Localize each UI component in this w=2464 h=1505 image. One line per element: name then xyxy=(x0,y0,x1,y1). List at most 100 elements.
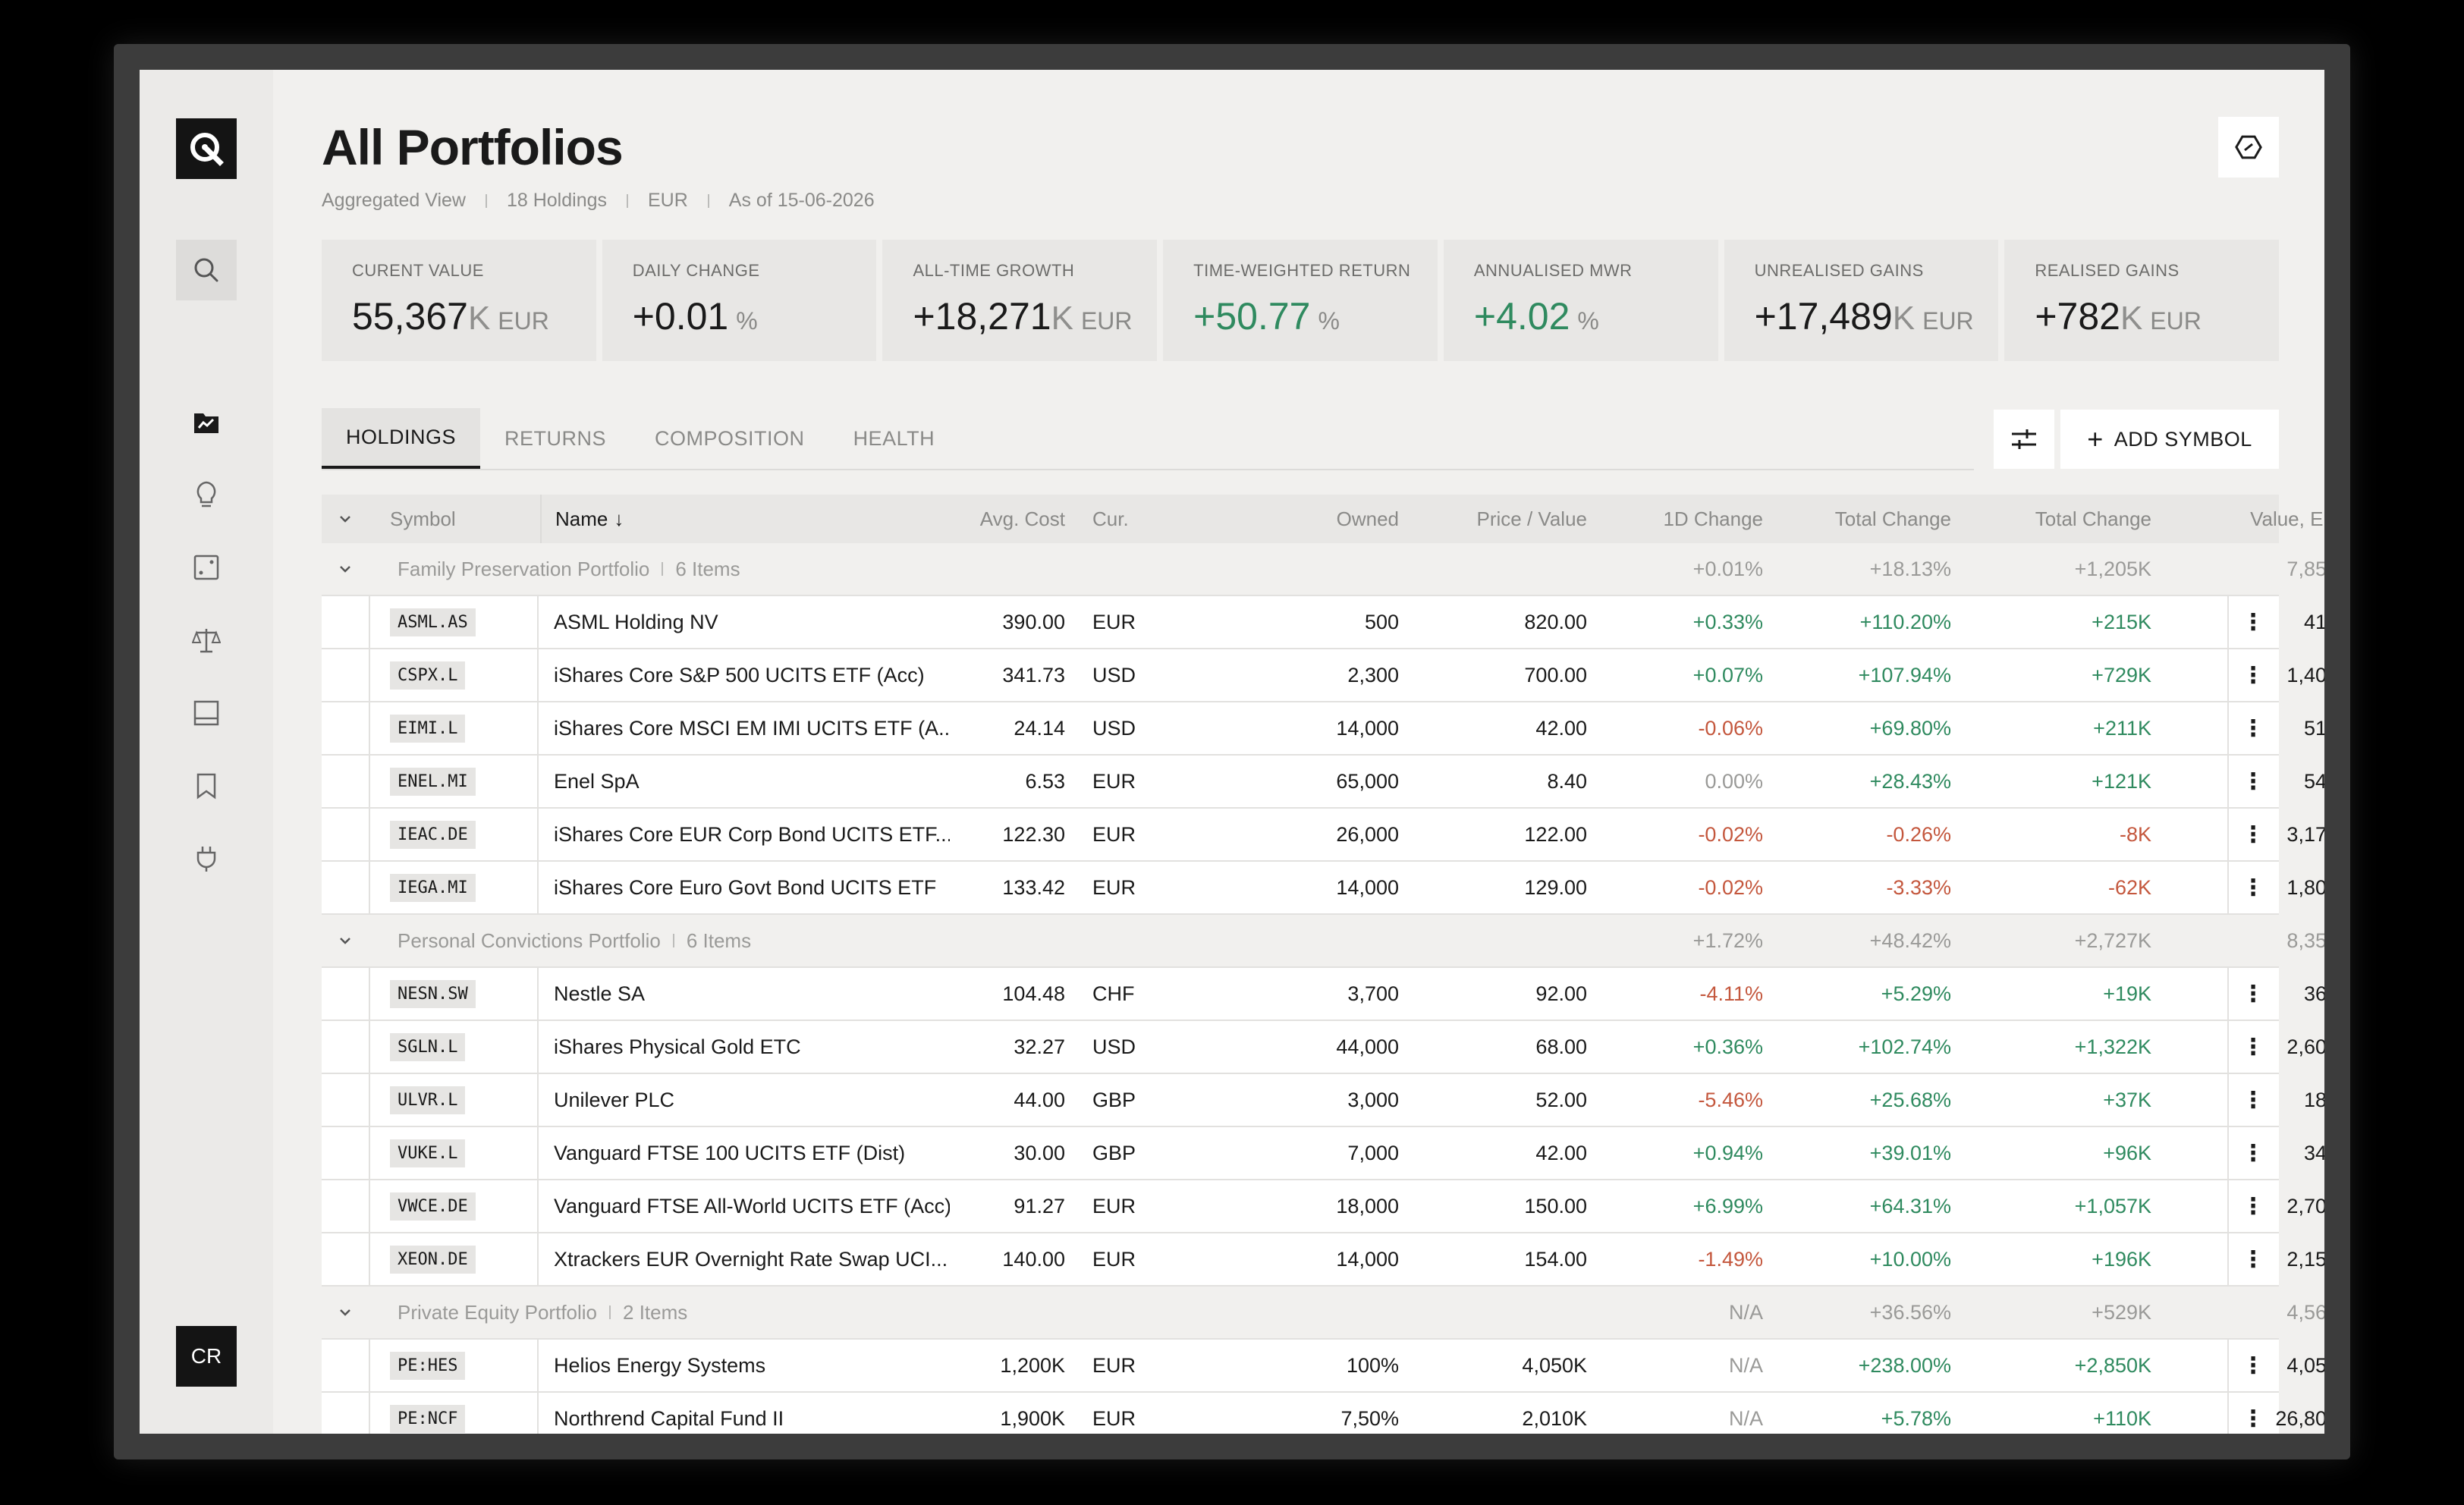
row-menu-button[interactable]: ⋮ xyxy=(2227,809,2279,860)
logo-mark-icon xyxy=(190,133,224,166)
symbol-cell: NESN.SW xyxy=(370,968,539,1020)
filter-button[interactable] xyxy=(1994,410,2054,469)
sidebar-search-button[interactable] xyxy=(176,240,237,300)
row-menu-button[interactable]: ⋮ xyxy=(2227,862,2279,913)
tab-holdings[interactable]: HOLDINGS xyxy=(322,408,481,469)
total-change-pct: +28.43% xyxy=(1869,769,1951,793)
row-menu-button[interactable]: ⋮ xyxy=(2227,1340,2279,1391)
row-menu-button[interactable]: ⋮ xyxy=(2227,596,2279,648)
tab-composition[interactable]: COMPOSITION xyxy=(655,426,805,450)
owned: 100% xyxy=(1346,1353,1399,1377)
nav-portfolios[interactable] xyxy=(176,394,237,449)
table-row[interactable]: NESN.SW Nestle SA 104.48 CHF 3,700 92.00 -4.11… xyxy=(322,968,2324,1021)
change-1d: +0.33% xyxy=(1692,610,1763,633)
table-row[interactable]: ASML.AS ASML Holding NV 390.00 EUR 500 820.00… xyxy=(322,596,2324,649)
actions-divider xyxy=(2227,756,2229,807)
value-eur: 369K xyxy=(2303,982,2324,1005)
col-header-name[interactable]: Name ↓ xyxy=(540,495,950,543)
kpi-suffix: % xyxy=(1318,307,1340,335)
kpi-value: +4.02% xyxy=(1474,294,1599,338)
owned: 3,700 xyxy=(1347,982,1399,1005)
holding-name: Vanguard FTSE 100 UCITS ETF (Dist) xyxy=(554,1141,906,1164)
symbol-chip: NESN.SW xyxy=(390,979,476,1008)
kpi-value: +50.77% xyxy=(1193,294,1340,338)
row-spacer xyxy=(322,809,370,860)
table-row[interactable]: SGLN.L iShares Physical Gold ETC 32.27 USD 4… xyxy=(322,1021,2324,1074)
user-avatar[interactable]: CR xyxy=(176,1326,237,1387)
total-change-abs: +96K xyxy=(2103,1141,2151,1164)
kpi-label: CURENT VALUE xyxy=(352,261,484,280)
app-logo[interactable] xyxy=(176,118,237,179)
row-menu-button[interactable]: ⋮ xyxy=(2227,649,2279,701)
collapse-all-toggle[interactable] xyxy=(322,495,369,543)
symbol-chip: ULVR.L xyxy=(390,1086,466,1114)
group-row[interactable]: Family Preservation Portfolio 6 Items +0.0… xyxy=(322,543,2324,596)
price-value: 820.00 xyxy=(1524,610,1587,633)
symbol-cell: VUKE.L xyxy=(370,1127,539,1179)
total-change-abs: +37K xyxy=(2103,1088,2151,1111)
table-row[interactable]: PE:HES Helios Energy Systems 1,200K EUR 100%… xyxy=(322,1340,2324,1393)
symbol-chip: VUKE.L xyxy=(390,1139,466,1167)
table-row[interactable]: XEON.DE Xtrackers EUR Overnight Rate Swap… xyxy=(322,1233,2324,1287)
table-row[interactable]: EIMI.L iShares Core MSCI EM IMI UCITS ETF… xyxy=(322,702,2324,756)
avg-cost: 133.42 xyxy=(1002,875,1065,899)
actions-divider xyxy=(2227,1233,2229,1285)
nav-watchlist[interactable] xyxy=(176,759,237,813)
row-menu-button[interactable]: ⋮ xyxy=(2227,968,2279,1020)
tab-returns[interactable]: RETURNS xyxy=(504,426,607,450)
symbol-cell: ULVR.L xyxy=(370,1074,539,1126)
table-row[interactable]: VWCE.DE Vanguard FTSE All-World UCITS ETF… xyxy=(322,1180,2324,1233)
group-row[interactable]: Personal Convictions Portfolio 6 Items +1.… xyxy=(322,915,2324,968)
main-content: All Portfolios Aggregated View 18 Holdin… xyxy=(322,70,2324,1434)
settings-button[interactable] xyxy=(2218,117,2279,178)
currency: EUR xyxy=(1092,1353,1136,1377)
row-menu-button[interactable]: ⋮ xyxy=(2227,1180,2279,1232)
table-row[interactable]: ENEL.MI Enel SpA 6.53 EUR 65,000 8.40 0.00% +28… xyxy=(322,756,2324,809)
table-row[interactable]: PE:NCF Northrend Capital Fund II 1,900K EUR… xyxy=(322,1393,2324,1434)
table-row[interactable]: IEAC.DE iShares Core EUR Corp Bond UCITS … xyxy=(322,809,2324,862)
group-collapse-toggle[interactable] xyxy=(322,915,369,966)
holding-name: Helios Energy Systems xyxy=(554,1353,766,1377)
table-row[interactable]: CSPX.L iShares Core S&P 500 UCITS ETF (Ac… xyxy=(322,649,2324,702)
table-row[interactable]: VUKE.L Vanguard FTSE 100 UCITS ETF (Dist)… xyxy=(322,1127,2324,1180)
nav-reports[interactable] xyxy=(176,686,237,740)
table-row[interactable]: ULVR.L Unilever PLC 44.00 GBP 3,000 52.00 -5.4… xyxy=(322,1074,2324,1127)
row-menu-button[interactable]: ⋮ xyxy=(2227,1074,2279,1126)
row-menu-button[interactable]: ⋮ xyxy=(2227,1233,2279,1285)
nav-simulation[interactable] xyxy=(176,540,237,595)
search-icon xyxy=(194,258,218,282)
nav-balance[interactable] xyxy=(176,613,237,668)
group-count: 6 Items xyxy=(675,557,740,580)
row-menu-button[interactable]: ⋮ xyxy=(2227,1021,2279,1073)
avg-cost: 140.00 xyxy=(1002,1247,1065,1271)
group-collapse-toggle[interactable] xyxy=(322,543,369,595)
owned: 26,000 xyxy=(1336,822,1399,846)
nav-insights[interactable] xyxy=(176,467,237,522)
row-menu-button[interactable]: ⋮ xyxy=(2227,1127,2279,1179)
total-change-abs: +1,057K xyxy=(2074,1194,2151,1218)
symbol-chip: IEAC.DE xyxy=(390,820,476,849)
total-change-abs: -8K xyxy=(2119,822,2151,846)
group-row[interactable]: Private Equity Portfolio 2 Items N/A +36.56… xyxy=(322,1287,2324,1340)
table-row[interactable]: IEGA.MI iShares Core Euro Govt Bond UCITS… xyxy=(322,862,2324,915)
change-1d: -0.02% xyxy=(1698,875,1763,899)
avg-cost: 24.14 xyxy=(1014,716,1065,740)
group-name: Personal Convictions Portfolio xyxy=(398,928,661,952)
kpi-number: +18,271 xyxy=(913,295,1051,338)
symbol-cell: PE:NCF xyxy=(370,1393,539,1434)
holding-name: Unilever PLC xyxy=(554,1088,675,1111)
meta-separator xyxy=(707,193,709,208)
row-menu-button[interactable]: ⋮ xyxy=(2227,1393,2279,1434)
owned: 18,000 xyxy=(1336,1194,1399,1218)
kpi-suffix: % xyxy=(736,307,758,335)
tab-health[interactable]: HEALTH xyxy=(853,426,935,450)
nav-integrations[interactable] xyxy=(176,831,237,886)
bookmark-icon xyxy=(196,773,216,800)
row-menu-button[interactable]: ⋮ xyxy=(2227,756,2279,807)
owned: 7,000 xyxy=(1347,1141,1399,1164)
row-menu-button[interactable]: ⋮ xyxy=(2227,702,2279,754)
symbol-cell: ENEL.MI xyxy=(370,756,539,807)
add-symbol-button[interactable]: + ADD SYMBOL xyxy=(2060,410,2279,469)
group-collapse-toggle[interactable] xyxy=(322,1287,369,1338)
total-change-pct: -3.33% xyxy=(1886,875,1951,899)
